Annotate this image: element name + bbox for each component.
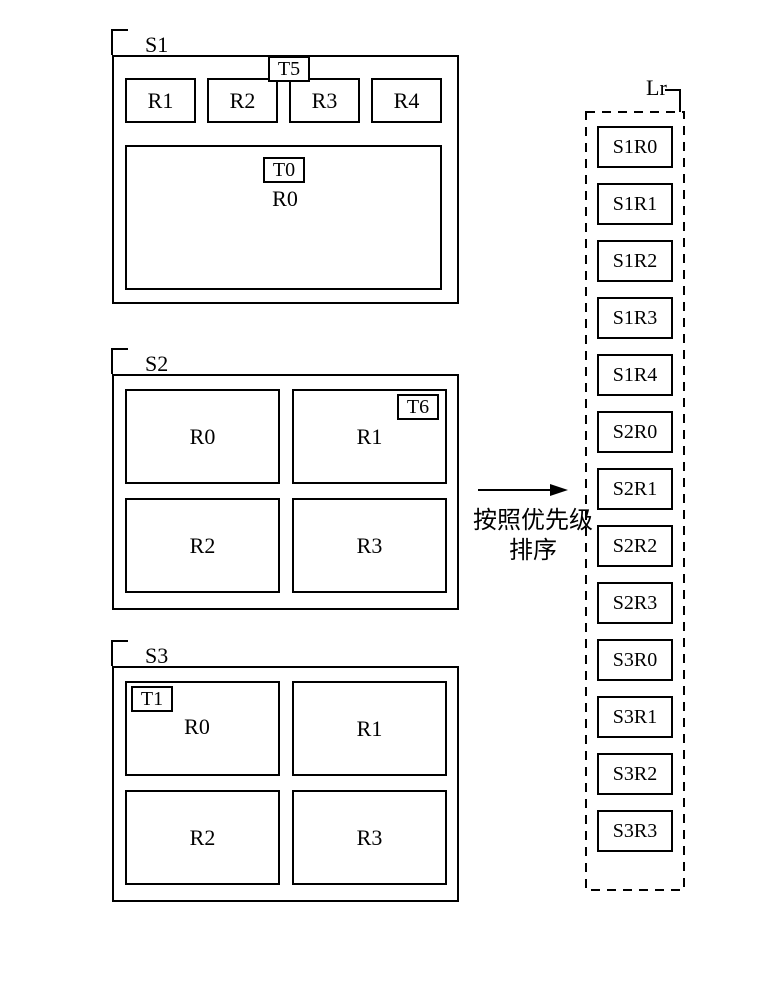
- list-item-S3R1: S3R1: [597, 696, 673, 738]
- list-item-S1R3: S1R3: [597, 297, 673, 339]
- list-item-S1R0: S1R0: [597, 126, 673, 168]
- list-item-S3R0: S3R0: [597, 639, 673, 681]
- list-item-S2R2: S2R2: [597, 525, 673, 567]
- list-item-S2R3: S2R3: [597, 582, 673, 624]
- list-item-S1R4: S1R4: [597, 354, 673, 396]
- list-item-S2R1: S2R1: [597, 468, 673, 510]
- list-item-S3R2: S3R2: [597, 753, 673, 795]
- list-item-S1R1: S1R1: [597, 183, 673, 225]
- list-item-S2R0: S2R0: [597, 411, 673, 453]
- list-item-S1R2: S1R2: [597, 240, 673, 282]
- list-item-S3R3: S3R3: [597, 810, 673, 852]
